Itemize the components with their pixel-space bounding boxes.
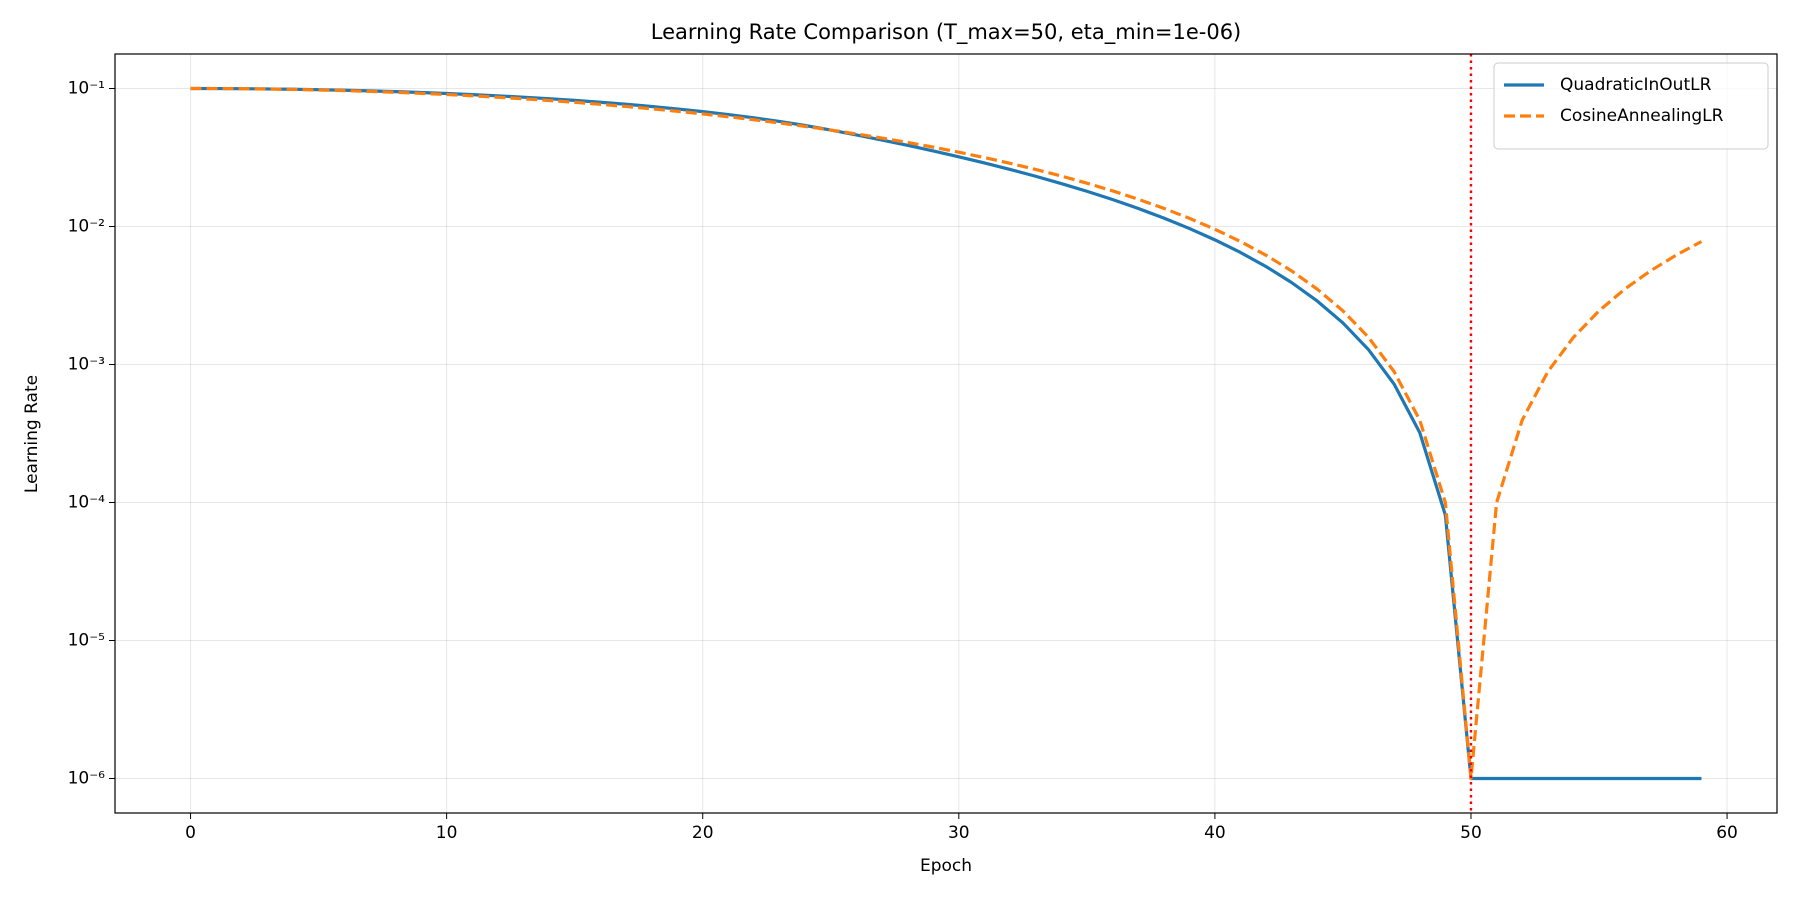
x-tick-label: 50 <box>1460 823 1482 843</box>
axes-frame <box>114 53 1778 814</box>
x-tick-label: 60 <box>1716 823 1738 843</box>
y-tick-label: 10⁻⁶ <box>68 768 106 788</box>
grid <box>115 54 1777 813</box>
y-tick-label: 10⁻³ <box>68 354 105 374</box>
y-axis-label: Learning Rate <box>22 375 42 493</box>
x-tick-label: 10 <box>436 823 458 843</box>
x-tick-label: 40 <box>1204 823 1226 843</box>
x-axis-label: Epoch <box>920 856 972 876</box>
x-tick-label: 30 <box>948 823 970 843</box>
legend-label: CosineAnnealingLR <box>1560 106 1724 126</box>
y-tick-label: 10⁻² <box>68 216 105 236</box>
series-line <box>190 86 1703 781</box>
y-tick-label: 10⁻⁵ <box>68 630 105 650</box>
x-tick-label: 0 <box>185 823 196 843</box>
chart-title: Learning Rate Comparison (T_max=50, eta_… <box>651 20 1242 45</box>
legend-box <box>1493 62 1769 150</box>
y-tick-label: 10⁻⁴ <box>68 492 106 512</box>
legend-label: QuadraticInOutLR <box>1560 75 1712 95</box>
x-tick-label: 20 <box>692 823 714 843</box>
y-tick-label: 10⁻¹ <box>68 78 105 98</box>
series-line <box>190 86 1702 781</box>
